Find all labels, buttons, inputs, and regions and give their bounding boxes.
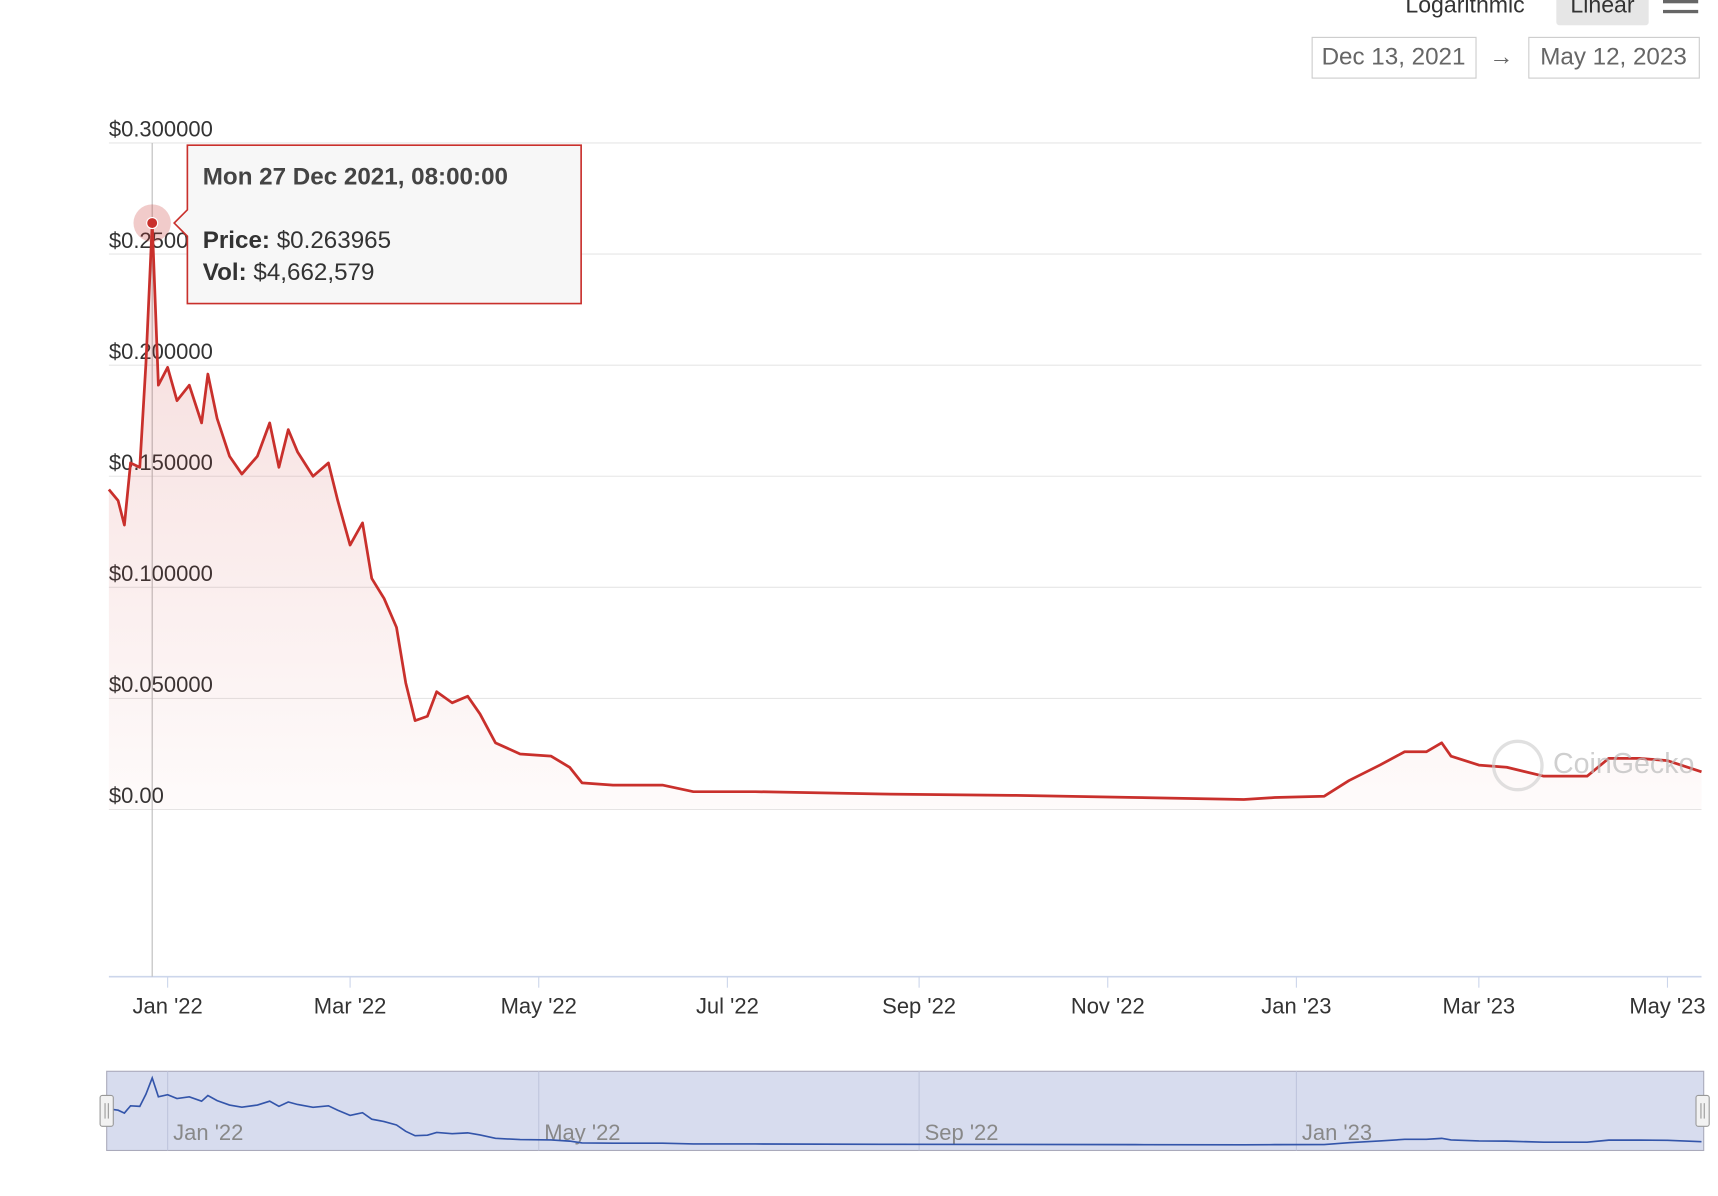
tooltip-price-label: Price: (203, 227, 270, 254)
linear-button[interactable]: Linear (1570, 0, 1634, 18)
x-tick-label: Jan '22 (133, 993, 203, 1018)
navigator-tick-label: Jan '22 (173, 1120, 243, 1145)
navigator-handle[interactable] (99, 1094, 114, 1127)
log-button[interactable]: Logarithmic (1405, 0, 1524, 18)
navigator-bg (106, 1070, 1705, 1152)
price-line (107, 221, 1702, 801)
x-tick-label: Nov '22 (1071, 993, 1145, 1018)
tooltip-price-value: $0.263965 (277, 227, 391, 254)
tooltip-date: Mon 27 Dec 2021, 08:00:00 (203, 164, 508, 191)
navigator-line (108, 1075, 1702, 1146)
range-from-input[interactable] (1311, 36, 1477, 79)
watermark-logo (1491, 739, 1544, 792)
range-from[interactable]: Dec 13, 2021 (1322, 44, 1466, 71)
y-tick-label: $0.300000 (109, 117, 213, 142)
watermark: CoinGecko (1553, 748, 1694, 780)
range-to-input[interactable] (1528, 36, 1700, 79)
x-tick-label: May '22 (501, 993, 577, 1018)
navigator-tick-label: Jan '23 (1302, 1120, 1372, 1145)
navigator-handle[interactable] (1695, 1094, 1710, 1127)
tooltip-vol-label: Vol: (203, 259, 247, 286)
tooltip-box (173, 144, 582, 305)
tooltip-price: Price: $0.263965 (203, 227, 391, 254)
x-tick-label: Mar '22 (314, 993, 387, 1018)
x-tick-label: Sep '22 (882, 993, 956, 1018)
range-arrow: → (1489, 44, 1513, 71)
x-tick-label: May '23 (1629, 993, 1705, 1018)
x-tick-label: Jul '22 (696, 993, 759, 1018)
y-tick-label: $0.200000 (109, 339, 213, 364)
x-tick-label: Mar '23 (1443, 993, 1516, 1018)
hover-point (146, 216, 159, 230)
linear-button-bg[interactable] (1556, 0, 1649, 26)
menu-icon[interactable] (1663, 0, 1699, 14)
price-area (108, 223, 1702, 810)
tooltip-vol-value: $4,662,579 (253, 259, 374, 286)
x-tick-label: Jan '23 (1261, 993, 1331, 1018)
range-to[interactable]: May 12, 2023 (1540, 44, 1687, 71)
navigator-tick-label: Sep '22 (925, 1120, 999, 1145)
tooltip-vol: Vol: $4,662,579 (203, 259, 375, 286)
